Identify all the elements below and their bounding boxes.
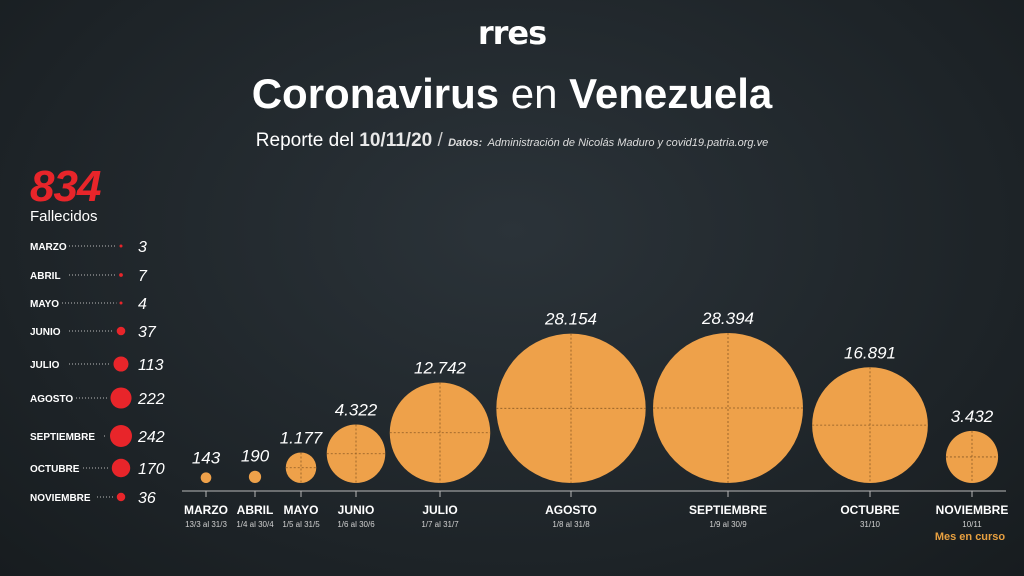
death-month-label: JUNIO bbox=[30, 327, 61, 338]
case-value-label: 143 bbox=[192, 448, 221, 467]
death-dot bbox=[116, 326, 126, 336]
month-label: SEPTIEMBRE bbox=[689, 503, 767, 517]
title-en: en bbox=[510, 70, 558, 117]
case-bubble bbox=[653, 333, 803, 483]
death-month-label: SEPTIEMBRE bbox=[30, 432, 95, 443]
death-dot bbox=[119, 273, 123, 277]
case-bubble bbox=[389, 382, 491, 483]
case-value-label: 28.394 bbox=[701, 309, 754, 328]
case-value-label: 12.742 bbox=[414, 359, 467, 378]
death-month-label: MARZO bbox=[30, 242, 67, 253]
death-month-label: JULIO bbox=[30, 360, 60, 371]
date-range-label: 1/7 al 31/7 bbox=[421, 520, 459, 529]
month-label: ABRIL bbox=[237, 503, 274, 517]
report-prefix: Reporte del bbox=[255, 130, 355, 151]
death-dot bbox=[110, 387, 132, 409]
death-value-label: 222 bbox=[137, 391, 165, 408]
case-bubble bbox=[248, 470, 262, 484]
month-label: MAYO bbox=[284, 503, 319, 517]
death-value-label: 170 bbox=[138, 461, 165, 478]
death-month-label: MAYO bbox=[30, 299, 59, 310]
death-dot bbox=[119, 244, 123, 248]
date-range-label: 1/8 al 31/8 bbox=[552, 520, 590, 529]
subtitle-separator: / bbox=[437, 130, 443, 151]
title-venezuela: Venezuela bbox=[569, 70, 773, 117]
death-value-label: 242 bbox=[137, 429, 165, 446]
death-dot bbox=[110, 425, 132, 447]
date-range-label: 1/4 al 30/4 bbox=[236, 520, 274, 529]
report-date: 10/11/20 bbox=[359, 130, 433, 151]
death-value-label: 36 bbox=[138, 490, 156, 507]
case-value-label: 28.154 bbox=[544, 310, 597, 329]
death-dot bbox=[111, 458, 131, 478]
case-value-label: 1.177 bbox=[280, 428, 323, 447]
death-month-label: AGOSTO bbox=[30, 394, 73, 405]
month-label: MARZO bbox=[184, 503, 228, 517]
death-value-label: 113 bbox=[138, 357, 164, 374]
report-subtitle: Reporte del 10/11/20 / Datos: Administra… bbox=[0, 130, 1024, 152]
page-title: Coronavirus en Venezuela bbox=[0, 70, 1024, 118]
month-label: AGOSTO bbox=[545, 503, 597, 517]
title-coronavirus: Coronavirus bbox=[251, 70, 500, 117]
case-bubble bbox=[496, 333, 646, 483]
case-value-label: 16.891 bbox=[844, 343, 896, 362]
case-value-label: 3.432 bbox=[951, 407, 994, 426]
death-month-label: OCTUBRE bbox=[30, 464, 80, 475]
date-range-label: 1/9 al 30/9 bbox=[709, 520, 747, 529]
death-dot bbox=[119, 301, 123, 305]
month-label: NOVIEMBRE bbox=[936, 503, 1009, 517]
date-range-label: 10/11 bbox=[962, 520, 982, 529]
month-label: JUNIO bbox=[338, 503, 375, 517]
date-range-label: 1/6 al 30/6 bbox=[337, 520, 375, 529]
month-label: OCTUBRE bbox=[840, 503, 899, 517]
case-bubble bbox=[945, 430, 999, 484]
rres-logo: rres bbox=[477, 14, 547, 52]
current-month-note: Mes en curso bbox=[935, 531, 1006, 543]
month-label: JULIO bbox=[422, 503, 457, 517]
case-value-label: 190 bbox=[241, 447, 270, 466]
case-value-label: 4.322 bbox=[335, 400, 378, 419]
case-bubble bbox=[200, 472, 212, 483]
date-range-label: 1/5 al 31/5 bbox=[282, 520, 320, 529]
death-value-label: 3 bbox=[138, 239, 147, 256]
death-dot bbox=[116, 492, 126, 502]
case-bubble bbox=[285, 452, 317, 483]
death-value-label: 37 bbox=[138, 324, 157, 341]
death-value-label: 4 bbox=[138, 296, 147, 313]
death-month-label: ABRIL bbox=[30, 271, 61, 282]
death-month-label: NOVIEMBRE bbox=[30, 493, 91, 504]
source-text: Administración de Nicolás Maduro y covid… bbox=[487, 137, 769, 149]
source-label: Datos: bbox=[448, 137, 483, 149]
date-range-label: 31/10 bbox=[860, 520, 881, 529]
deaths-total: 834 bbox=[30, 162, 101, 211]
death-dot bbox=[113, 356, 129, 372]
death-value-label: 7 bbox=[138, 268, 148, 285]
date-range-label: 13/3 al 31/3 bbox=[185, 520, 227, 529]
deaths-label: Fallecidos bbox=[30, 208, 98, 225]
